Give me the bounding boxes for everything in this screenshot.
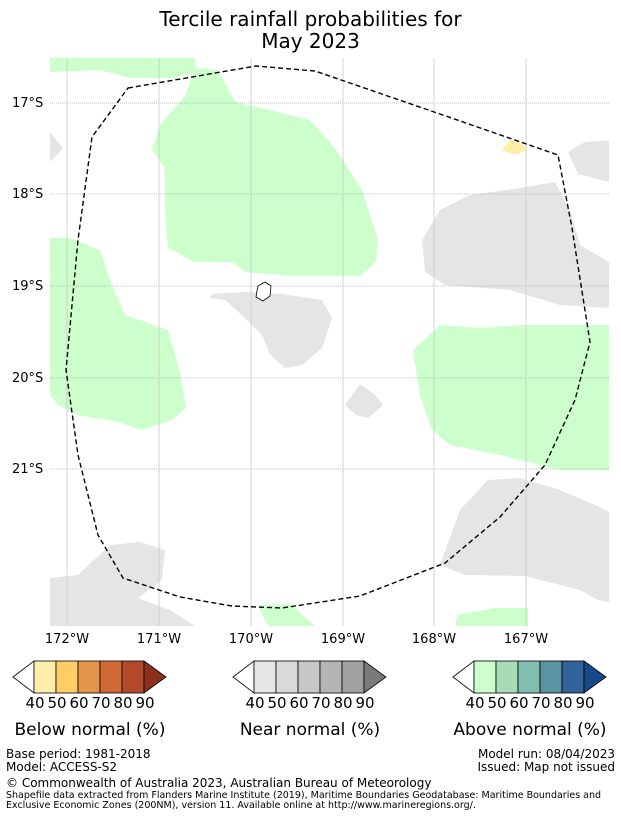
title-line-2: May 2023 — [261, 29, 360, 53]
colorbar-segment — [99, 660, 123, 694]
above-normal-region — [413, 325, 609, 470]
colorbar-min-arrow — [12, 660, 35, 694]
above-normal-region — [50, 58, 195, 78]
colorbar-segment — [33, 660, 57, 694]
colorbar-min-arrow — [452, 660, 475, 694]
colorbar-below-normal — [12, 660, 170, 694]
colorbar-max-arrow — [143, 660, 167, 694]
colorbar-max-arrow — [363, 660, 387, 694]
colorbar-segment — [77, 660, 101, 694]
lon-label-168w: 168°W — [411, 632, 457, 647]
colorbar-above-label: Above normal (%) — [453, 720, 607, 740]
colorbar-segment — [495, 660, 519, 694]
colorbar-segment — [561, 660, 585, 694]
issued-status: Issued: Map not issued — [477, 760, 615, 774]
colorbar-segment — [55, 660, 79, 694]
near-normal-region — [50, 132, 63, 162]
model-run: Model run: 08/04/2023 — [477, 747, 615, 761]
colorbar-near-ticks: 40 50 60 70 80 90 — [245, 694, 375, 712]
colorbar-max-arrow — [583, 660, 607, 694]
base-period: Base period: 1981-2018 — [6, 747, 151, 761]
colorbar-segment — [319, 660, 343, 694]
lat-label-21s: 21°S — [12, 462, 44, 477]
colorbar-segment — [517, 660, 541, 694]
near-normal-region — [50, 542, 195, 626]
island-outline — [255, 281, 272, 302]
colorbar-segment — [473, 660, 497, 694]
colorbar-segment — [297, 660, 321, 694]
lat-label-17s: 17°S — [12, 96, 44, 111]
above-normal-region — [152, 68, 378, 276]
lat-label-20s: 20°S — [12, 371, 44, 386]
near-normal-region — [210, 292, 332, 368]
colorbar-near-normal — [232, 660, 390, 694]
longitude-gridlines — [66, 58, 527, 626]
below-normal-region — [502, 140, 528, 155]
colorbar-min-arrow — [232, 660, 255, 694]
near-normal-region — [440, 478, 609, 602]
near-normal-region — [345, 384, 383, 418]
colorbar-above-normal — [452, 660, 610, 694]
lon-label-172w: 172°W — [44, 632, 90, 647]
colorbar-near-label: Near normal (%) — [239, 720, 381, 740]
shapefile-credit-2: Exclusive Economic Zones (200NM), versio… — [6, 800, 476, 811]
shapefile-credit-1: Shapefile data extracted from Flanders M… — [6, 790, 602, 801]
lon-label-169w: 169°W — [320, 632, 366, 647]
colorbar-segment — [539, 660, 563, 694]
model-name: Model: ACCESS-S2 — [6, 760, 118, 774]
near-normal-region — [568, 140, 609, 182]
title-line-1: Tercile rainfall probabilities for — [159, 7, 462, 31]
eez-boundary — [65, 65, 591, 609]
colorbar-segment — [341, 660, 365, 694]
colorbar-segment — [253, 660, 277, 694]
lon-label-171w: 171°W — [136, 632, 182, 647]
lon-label-167w: 167°W — [503, 632, 549, 647]
rainfall-map — [50, 58, 609, 626]
colorbar-segment — [275, 660, 299, 694]
colorbar-below-label: Below normal (%) — [14, 720, 166, 740]
colorbar-segment — [121, 660, 145, 694]
near-normal-region — [422, 182, 609, 308]
lat-label-18s: 18°S — [12, 187, 44, 202]
colorbar-below-ticks: 40 50 60 70 80 90 — [25, 694, 155, 712]
colorbar-above-ticks: 40 50 60 70 80 90 — [465, 694, 595, 712]
lon-label-170w: 170°W — [228, 632, 274, 647]
map-title: Tercile rainfall probabilities for May 2… — [0, 8, 621, 52]
lat-label-19s: 19°S — [12, 279, 44, 294]
copyright-notice: © Commonwealth of Australia 2023, Austra… — [6, 776, 432, 790]
above-normal-region — [455, 608, 528, 626]
above-normal-region — [258, 604, 315, 626]
